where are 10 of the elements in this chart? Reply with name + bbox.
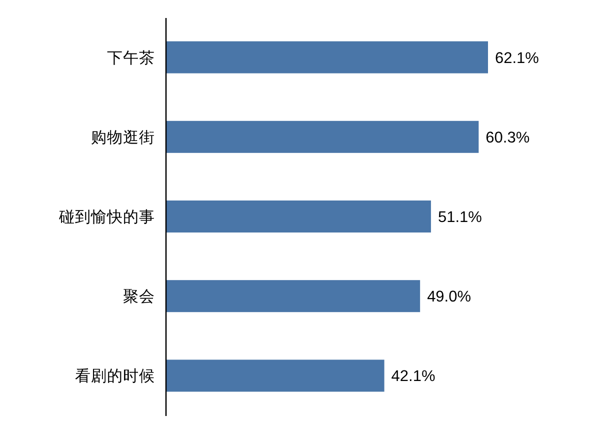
y-tick-label: 碰到愉快的事 [58,208,155,226]
data-label: 42.1% [391,368,436,386]
y-tick-label: 看剧的时候 [75,367,155,386]
data-label: 49.0% [427,288,472,306]
y-tick-label: 下午茶 [107,48,155,67]
data-label: 60.3% [486,129,530,146]
data-label: 51.1% [438,209,482,226]
y-tick-label: 聚会 [123,288,155,306]
data-label: 62.1% [495,50,540,67]
y-tick-label: 购物逛街 [91,128,155,146]
